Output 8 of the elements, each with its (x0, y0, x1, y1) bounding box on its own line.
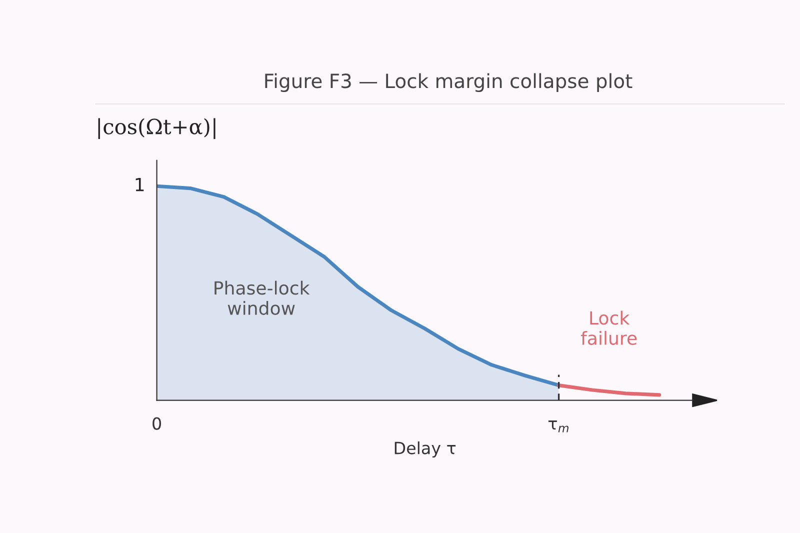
annotation: Lock failure (580, 310, 637, 345)
y-axis-title: |cos(Ωt+α)| (98, 118, 216, 140)
annotation: 1 (136, 178, 144, 192)
x-axis-title: Delay τ (394, 441, 456, 458)
x-tick-label: τ$_{m}$ (548, 420, 568, 432)
x-tick-label: 0 (152, 417, 161, 430)
annotation: Phase-lock window (214, 280, 310, 315)
chart-title: Figure F3 — Lock margin collapse plot (265, 73, 632, 92)
